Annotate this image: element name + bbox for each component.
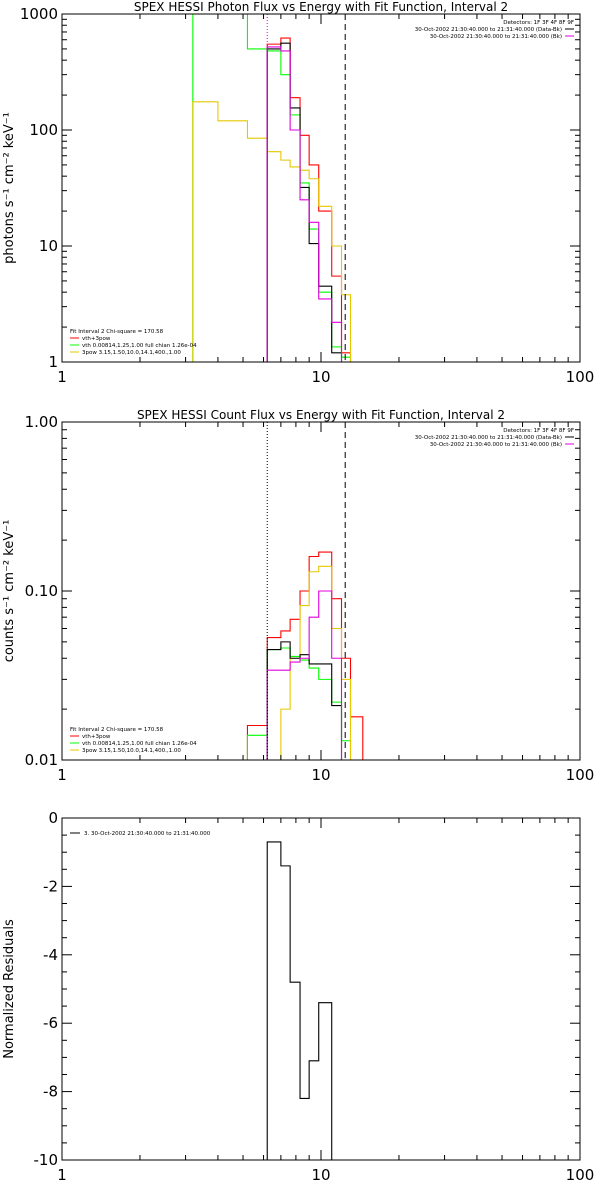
legend-entry: Fit Interval 2 Chi-square = 170.58 bbox=[70, 727, 164, 733]
panel-2: SPEX HESSI Count Flux vs Energy with Fit… bbox=[2, 408, 594, 784]
x-axis: 1 10 100 bbox=[57, 14, 594, 386]
y-axis: 0.01 0.10 1.00 bbox=[25, 413, 580, 769]
y-tick-label: -4 bbox=[43, 946, 58, 964]
series-black-line bbox=[266, 841, 342, 1160]
x-tick-label: 10 bbox=[311, 1166, 330, 1184]
legend-entry: 3pow 3.15,1.50,10.0,14.1,400.,1.00 bbox=[82, 748, 181, 754]
x-tick-label: 100 bbox=[566, 368, 595, 386]
chart-title: SPEX HESSI Count Flux vs Energy with Fit… bbox=[137, 408, 505, 422]
y-tick-label: 0.10 bbox=[25, 582, 58, 600]
legend-entry: 3pow 3.15,1.50,10.0,14.1,400.,1.00 bbox=[82, 350, 181, 356]
legend-bottom-left: Fit Interval 2 Chi-square = 170.58vth+3p… bbox=[70, 727, 197, 754]
x-tick-label: 1 bbox=[57, 368, 67, 386]
legend-entry: vth 0.00814,1.25,1.00 full chian 1.26e-0… bbox=[82, 343, 197, 349]
legend-entry: 30-Oct-2002 21:30:40.000 to 21:31:40.000… bbox=[415, 435, 562, 441]
x-axis: 1 10 100 bbox=[57, 422, 594, 784]
series-yellow-line bbox=[280, 565, 352, 760]
series-black-line bbox=[266, 641, 343, 760]
legend-entry: vth 0.00814,1.25,1.00 full chian 1.26e-0… bbox=[82, 741, 197, 747]
y-tick-label: 10 bbox=[39, 237, 58, 255]
legend-entry: Detectors: 1F 3F 4F 8F 9F bbox=[503, 20, 574, 26]
legend-entry: 3. 30-Oct-2002 21:30:40.000 to 21:31:40.… bbox=[84, 831, 211, 837]
x-tick-label: 1 bbox=[57, 1166, 67, 1184]
y-tick-label: -10 bbox=[34, 1151, 59, 1169]
y-axis-label: counts s⁻¹ cm⁻² keV⁻¹ bbox=[2, 520, 17, 663]
legend-bottom-left: Fit Interval 2 Chi-square = 170.58vth+3p… bbox=[70, 329, 197, 356]
x-tick-label: 100 bbox=[566, 1166, 595, 1184]
legend-entry: 30-Oct-2002 21:30:40.000 to 21:31:40.000… bbox=[430, 34, 562, 40]
series-group bbox=[266, 841, 342, 1160]
y-tick-label: 1 bbox=[48, 353, 58, 371]
panel-1: SPEX HESSI Photon Flux vs Energy with Fi… bbox=[2, 0, 594, 386]
series-group bbox=[192, 14, 352, 362]
x-tick-label: 10 bbox=[311, 766, 330, 784]
legend-top-left: 3. 30-Oct-2002 21:30:40.000 to 21:31:40.… bbox=[70, 831, 211, 837]
series-group bbox=[246, 551, 364, 760]
y-axis-label: Normalized Residuals bbox=[2, 919, 17, 1059]
series-magenta-line bbox=[266, 590, 343, 760]
plot-frame bbox=[61, 13, 581, 363]
y-axis-label: photons s⁻¹ cm⁻² keV⁻¹ bbox=[2, 112, 17, 264]
legend-entry: vth+3pow bbox=[82, 734, 111, 740]
series-green-line bbox=[246, 647, 352, 760]
y-tick-label: 1.00 bbox=[25, 413, 58, 431]
legend-entry: Fit Interval 2 Chi-square = 170.58 bbox=[70, 329, 164, 335]
y-axis: 1 10 100 1000 bbox=[20, 5, 580, 371]
plot-frame bbox=[61, 817, 581, 1161]
series-magenta-line bbox=[266, 46, 343, 362]
legend-entry: Detectors: 1F 3F 4F 8F 9F bbox=[503, 428, 574, 434]
series-yellow-line bbox=[192, 101, 352, 362]
y-tick-label: -8 bbox=[43, 1083, 58, 1101]
panel-3: 1 10 100 -10 -8 -6 -4 -2 0 Normalized Residuals 3.… bbox=[2, 809, 594, 1184]
series-green-line bbox=[192, 14, 352, 362]
y-tick-label: 1000 bbox=[20, 5, 58, 23]
y-axis: -10 -8 -6 -4 -2 0 bbox=[34, 809, 580, 1169]
chart-title: SPEX HESSI Photon Flux vs Energy with Fi… bbox=[134, 0, 508, 14]
x-tick-label: 10 bbox=[311, 368, 330, 386]
y-tick-label: 0.01 bbox=[25, 751, 58, 769]
y-tick-label: 100 bbox=[29, 121, 58, 139]
x-tick-label: 100 bbox=[566, 766, 595, 784]
legend-entry: 30-Oct-2002 21:30:40.000 to 21:31:40.000… bbox=[415, 27, 562, 33]
y-tick-label: -6 bbox=[43, 1014, 58, 1032]
legend-entry: 30-Oct-2002 21:30:40.000 to 21:31:40.000… bbox=[430, 442, 562, 448]
y-tick-label: -2 bbox=[43, 877, 58, 895]
y-tick-label: 0 bbox=[48, 809, 58, 827]
x-axis: 1 10 100 bbox=[57, 818, 594, 1184]
legend-entry: vth+3pow bbox=[82, 336, 111, 342]
x-tick-label: 1 bbox=[57, 766, 67, 784]
series-black-line bbox=[266, 42, 343, 362]
